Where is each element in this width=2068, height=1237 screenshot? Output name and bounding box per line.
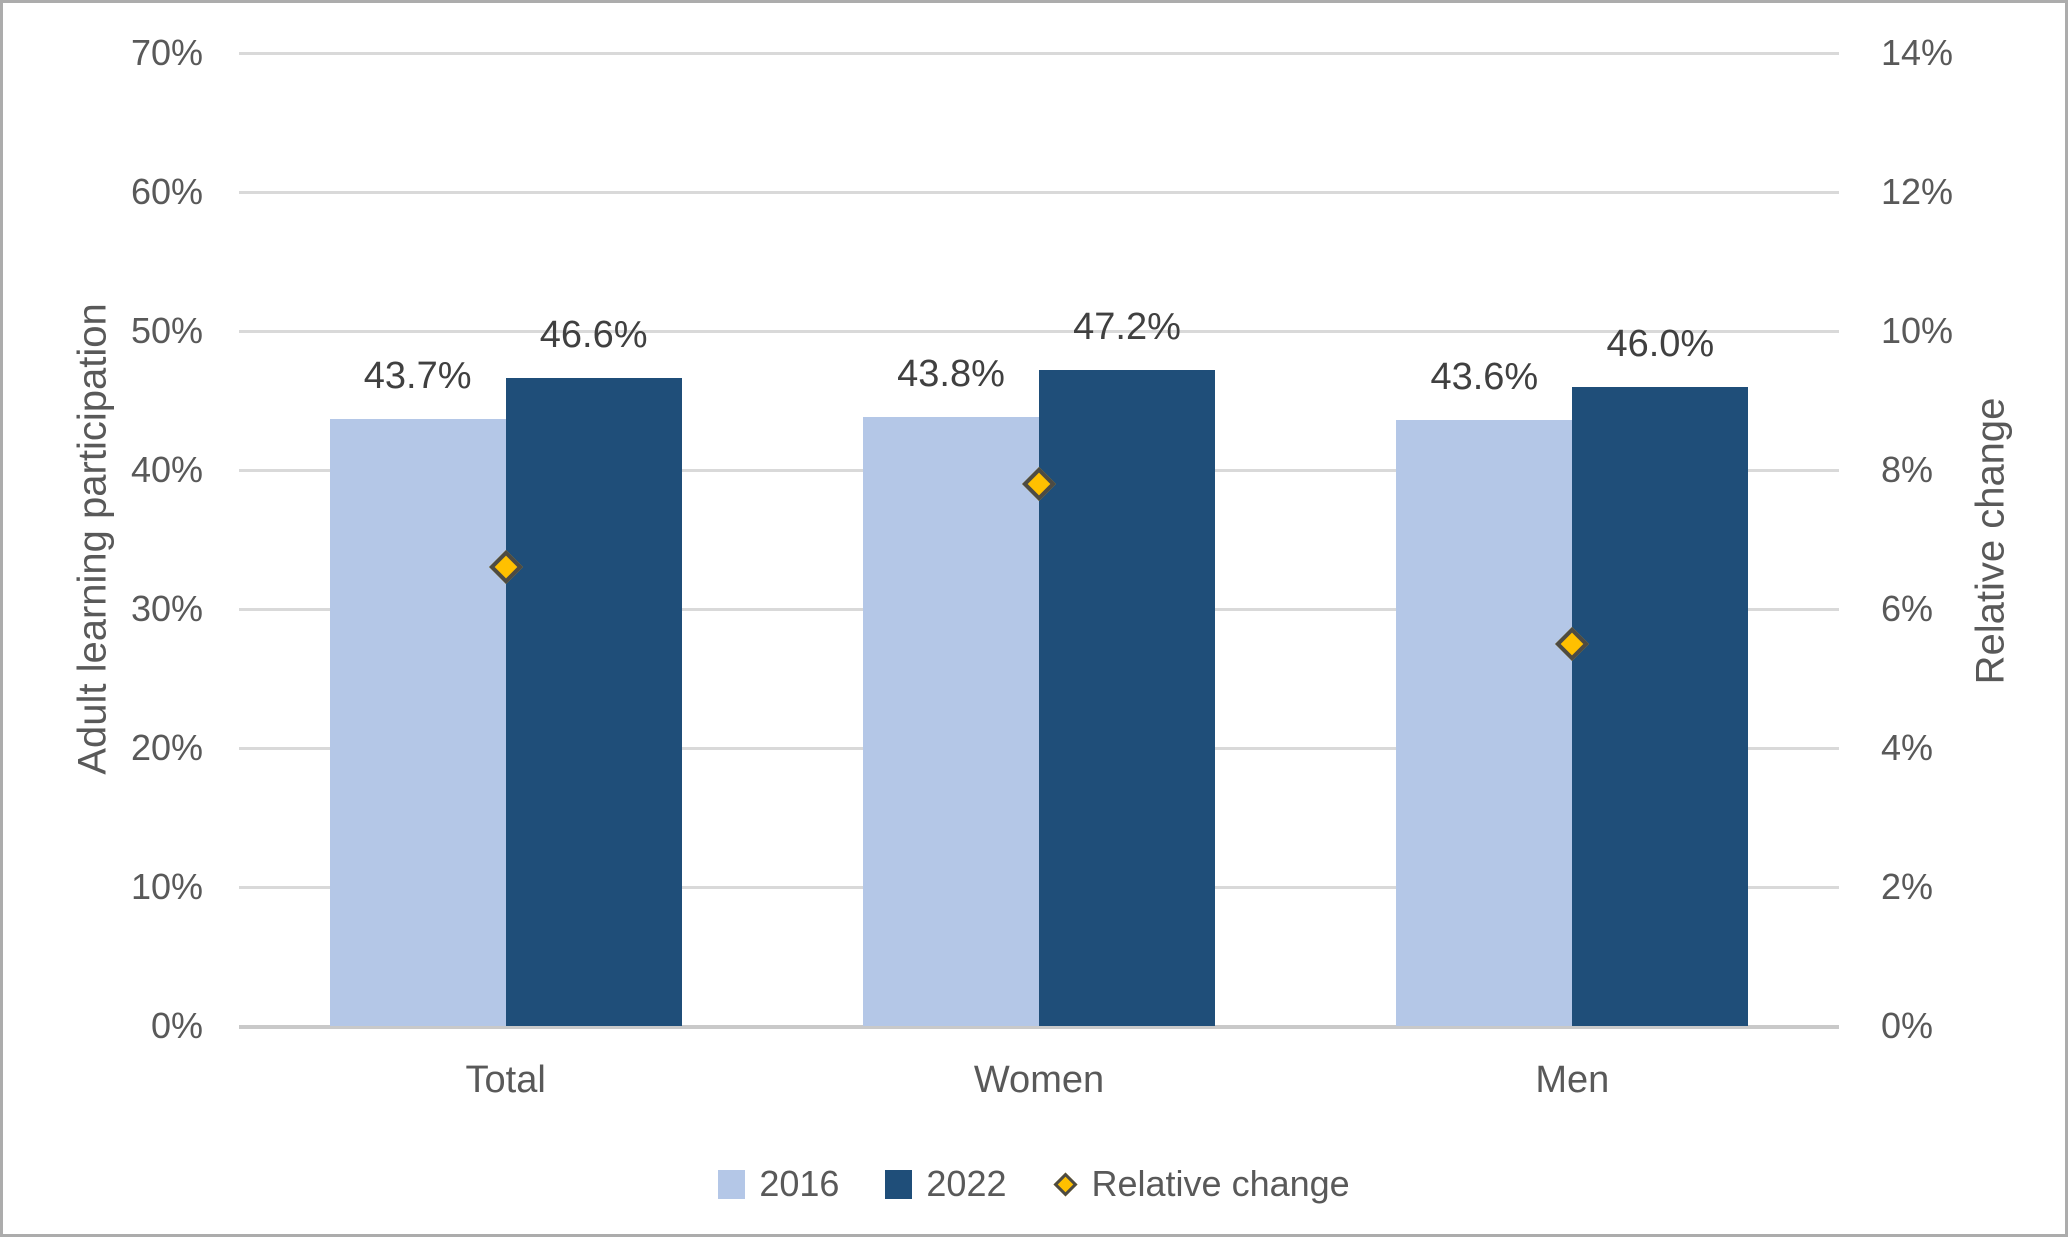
legend-label-relative-change: Relative change [1091, 1163, 1350, 1204]
legend-item-2016: 2016 [718, 1163, 839, 1205]
data-label-2022-women: 47.2% [1073, 305, 1181, 348]
bar-2016-total [329, 418, 506, 1026]
right-tick-12-: 12% [1881, 171, 1954, 212]
category-label-women: Women [973, 1059, 1105, 1101]
left-tick-40-: 40% [130, 449, 203, 490]
data-label-2022-total: 46.6% [539, 314, 648, 357]
data-label-2022-men: 46.0% [1606, 322, 1715, 365]
right-tick-10-: 10% [1881, 310, 1954, 351]
legend-item-2022: 2022 [885, 1163, 1007, 1205]
right-tick-6-: 6% [1881, 588, 1934, 629]
left-tick-0-: 0% [150, 1005, 203, 1046]
gridline [239, 52, 1839, 55]
plot-area: 43.7% 43.8% 43.6% 46.6% 47.2% 46.0% [239, 52, 1839, 1029]
left-tick-50-: 50% [130, 310, 203, 351]
legend-swatch-2022 [885, 1169, 913, 1199]
gridline [239, 191, 1839, 194]
gridline [239, 330, 1839, 333]
legend: 2016 2022 Relative change [3, 1151, 2065, 1217]
legend-label-2016: 2016 [759, 1163, 840, 1204]
category-label-men: Men [1535, 1059, 1610, 1101]
legend-item-relative-change: Relative change [1052, 1163, 1350, 1205]
legend-diamond-icon [1052, 1171, 1078, 1197]
category-label-total: Total [465, 1059, 546, 1101]
bar-2016-men [1396, 419, 1573, 1026]
x-axis-line [239, 1025, 1839, 1029]
left-tick-20-: 20% [130, 727, 203, 768]
left-tick-60-: 60% [130, 171, 203, 212]
right-tick-8-: 8% [1881, 449, 1934, 490]
right-axis-title: Relative change [1968, 397, 2013, 685]
left-tick-30-: 30% [130, 588, 203, 629]
bar-2016-women [863, 417, 1039, 1026]
right-tick-2-: 2% [1881, 866, 1934, 907]
bar-2022-women [1039, 369, 1215, 1026]
data-label-2016-men: 43.6% [1430, 355, 1539, 398]
legend-label-2022: 2022 [926, 1163, 1007, 1204]
data-label-2016-total: 43.7% [363, 354, 472, 397]
bar-2022-total [505, 378, 682, 1026]
right-tick-0-: 0% [1881, 1005, 1934, 1046]
left-axis-title: Adult learning participation [70, 303, 115, 775]
right-tick-4-: 4% [1881, 727, 1934, 768]
bar-2022-men [1572, 386, 1749, 1026]
left-tick-10-: 10% [130, 866, 203, 907]
left-tick-70-: 70% [130, 32, 203, 73]
data-label-2016-women: 43.8% [897, 353, 1005, 396]
right-tick-14-: 14% [1881, 32, 1954, 73]
legend-swatch-2016 [718, 1169, 746, 1199]
